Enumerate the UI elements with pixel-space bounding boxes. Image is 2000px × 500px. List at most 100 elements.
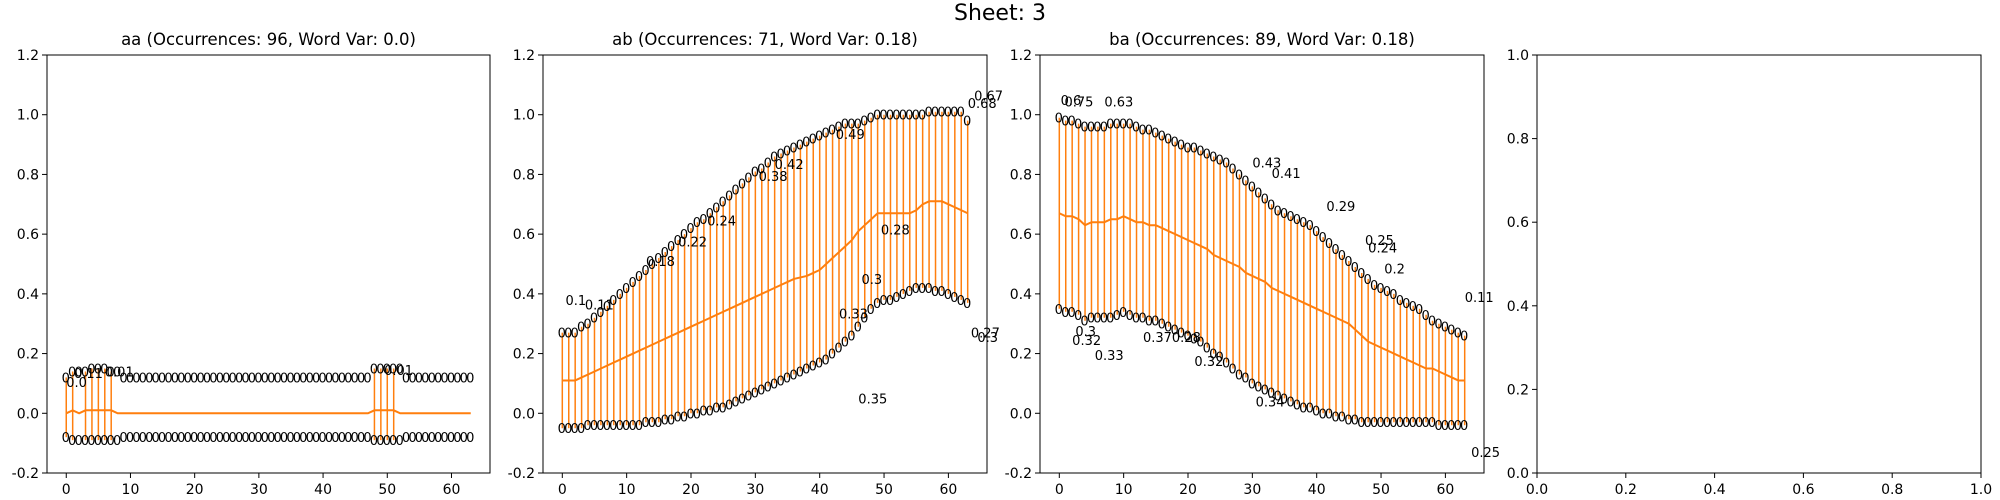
lower-bound-label: 0 xyxy=(1055,303,1063,318)
y-tick-label: 1.0 xyxy=(17,108,39,124)
lower-bound-label: 0 xyxy=(196,431,204,446)
lower-bound-label: 0 xyxy=(609,419,617,434)
upper-bound-label: 0 xyxy=(1396,294,1404,309)
lower-bound-label: 0 xyxy=(1203,342,1211,357)
upper-bound-label: 0 xyxy=(1383,285,1391,300)
lower-bound-label: 0 xyxy=(184,431,192,446)
upper-bound-label: 0 xyxy=(1428,315,1436,330)
upper-bound-label: 0 xyxy=(609,294,617,309)
upper-bound-label: 0 xyxy=(905,109,913,124)
upper-bound-label: 0 xyxy=(184,371,192,386)
lower-bound-label: 0 xyxy=(139,431,147,446)
upper-bound-label: 0 xyxy=(937,106,945,121)
lower-bound-label: 0 xyxy=(937,285,945,300)
upper-bound-label: 0 xyxy=(725,189,733,204)
upper-bound-label: 0 xyxy=(1344,255,1352,270)
lower-bound-label: 0 xyxy=(815,357,823,372)
upper-bound-label: 0 xyxy=(254,371,262,386)
x-tick-label: 10 xyxy=(618,482,636,498)
lower-bound-label: 0 xyxy=(126,431,134,446)
axes-frame xyxy=(1039,54,1485,474)
y-tick-label: 0.2 xyxy=(1010,347,1032,363)
upper-bound-label: 0 xyxy=(1196,145,1204,160)
data-label: 0.43 xyxy=(1252,156,1281,171)
y-tick-label: 0.0 xyxy=(1507,466,1529,482)
lower-bound-label: 0 xyxy=(1087,312,1095,327)
upper-bound-label: 0 xyxy=(1299,216,1307,231)
lower-bound-label: 0 xyxy=(107,434,115,449)
lower-bound-label: 0 xyxy=(1357,416,1365,431)
upper-bound-label: 0 xyxy=(453,371,461,386)
upper-bound-label: 0 xyxy=(1389,288,1397,303)
lower-bound-label: 0 xyxy=(821,354,829,369)
lower-bound-label: 0 xyxy=(1235,368,1243,383)
upper-bound-label: 0 xyxy=(81,365,89,380)
upper-bound-label: 0 xyxy=(1138,124,1146,139)
lower-bound-label: 0 xyxy=(1177,327,1185,342)
upper-bound-label: 0 xyxy=(1318,231,1326,246)
upper-bound-label: 0 xyxy=(719,195,727,210)
upper-bound-label: 0 xyxy=(957,106,965,121)
y-tick-label: 0.8 xyxy=(513,167,535,183)
lower-bound-label: 0 xyxy=(841,336,849,351)
lower-bound-label: 0 xyxy=(879,294,887,309)
data-label: 0.32 xyxy=(1072,334,1101,349)
upper-bound-label: 0 xyxy=(1235,168,1243,183)
data-label: 0.33 xyxy=(839,307,868,322)
lower-bound-label: 0 xyxy=(796,365,804,380)
lower-bound-label: 0 xyxy=(216,431,224,446)
lower-bound-label: 0 xyxy=(673,410,681,425)
lower-bound-label: 0 xyxy=(1074,309,1082,324)
subplot-2: ab (Occurrences: 71, Word Var: 0.18)0000… xyxy=(508,30,1003,498)
lower-bound-label: 0 xyxy=(616,419,624,434)
lower-bound-label: 0 xyxy=(1364,416,1372,431)
upper-bound-label: 0 xyxy=(648,258,656,273)
upper-bound-label: 0 xyxy=(1415,303,1423,318)
data-label: 0.3 xyxy=(1075,325,1096,340)
upper-bound-label: 0 xyxy=(1093,121,1101,136)
lower-bound-label: 0 xyxy=(280,431,288,446)
lower-bound-label: 0 xyxy=(1209,348,1217,363)
lower-bound-label: 0 xyxy=(564,422,572,437)
data-label: 0.49 xyxy=(836,128,865,143)
lower-bound-label: 0 xyxy=(1293,398,1301,413)
upper-bound-label: 0 xyxy=(738,177,746,192)
lower-bound-label: 0 xyxy=(408,431,416,446)
upper-bound-label: 0 xyxy=(860,115,868,130)
upper-bound-label: 0 xyxy=(628,276,636,291)
upper-bound-label: 0 xyxy=(1151,127,1159,142)
upper-bound-label: 0 xyxy=(1119,118,1127,133)
lower-bound-label: 0 xyxy=(1286,395,1294,410)
x-tick-label: 0.4 xyxy=(1703,482,1725,498)
lower-bound-label: 0 xyxy=(1421,416,1429,431)
lower-bound-label: 0 xyxy=(306,431,314,446)
upper-bound-label: 0 xyxy=(712,201,720,216)
upper-bound-label: 0 xyxy=(94,363,102,378)
upper-bound-label: 0 xyxy=(1364,273,1372,288)
x-tick-label: 0 xyxy=(62,482,71,498)
lower-bound-label: 0 xyxy=(1113,309,1121,324)
upper-bound-label: 0 xyxy=(1325,237,1333,252)
upper-bound-label: 0 xyxy=(261,371,269,386)
lower-bound-label: 0 xyxy=(62,431,70,446)
x-tick-label: 60 xyxy=(1436,482,1454,498)
upper-bound-label: 0 xyxy=(1357,267,1365,282)
upper-bound-label: 0 xyxy=(1158,130,1166,145)
lower-bound-label: 0 xyxy=(1441,419,1449,434)
lower-bound-label: 0 xyxy=(1454,419,1462,434)
upper-bound-label: 0 xyxy=(1055,112,1063,127)
lower-bound-label: 0 xyxy=(731,395,739,410)
lower-bound-label: 0 xyxy=(273,431,281,446)
upper-bound-label: 0 xyxy=(357,371,365,386)
lower-bound-label: 0 xyxy=(751,386,759,401)
upper-bound-label: 0 xyxy=(370,363,378,378)
upper-bound-label: 0 xyxy=(571,327,579,342)
lower-bound-label: 0 xyxy=(1132,312,1140,327)
data-label: 0.37 xyxy=(1143,331,1172,346)
lower-bound-label: 0 xyxy=(1383,416,1391,431)
upper-bound-label: 0 xyxy=(1228,162,1236,177)
y-tick-label: 1.0 xyxy=(1507,48,1529,64)
upper-bound-label: 0 xyxy=(1409,300,1417,315)
data-label: 0.42 xyxy=(775,158,804,173)
y-tick-label: 0.8 xyxy=(17,167,39,183)
